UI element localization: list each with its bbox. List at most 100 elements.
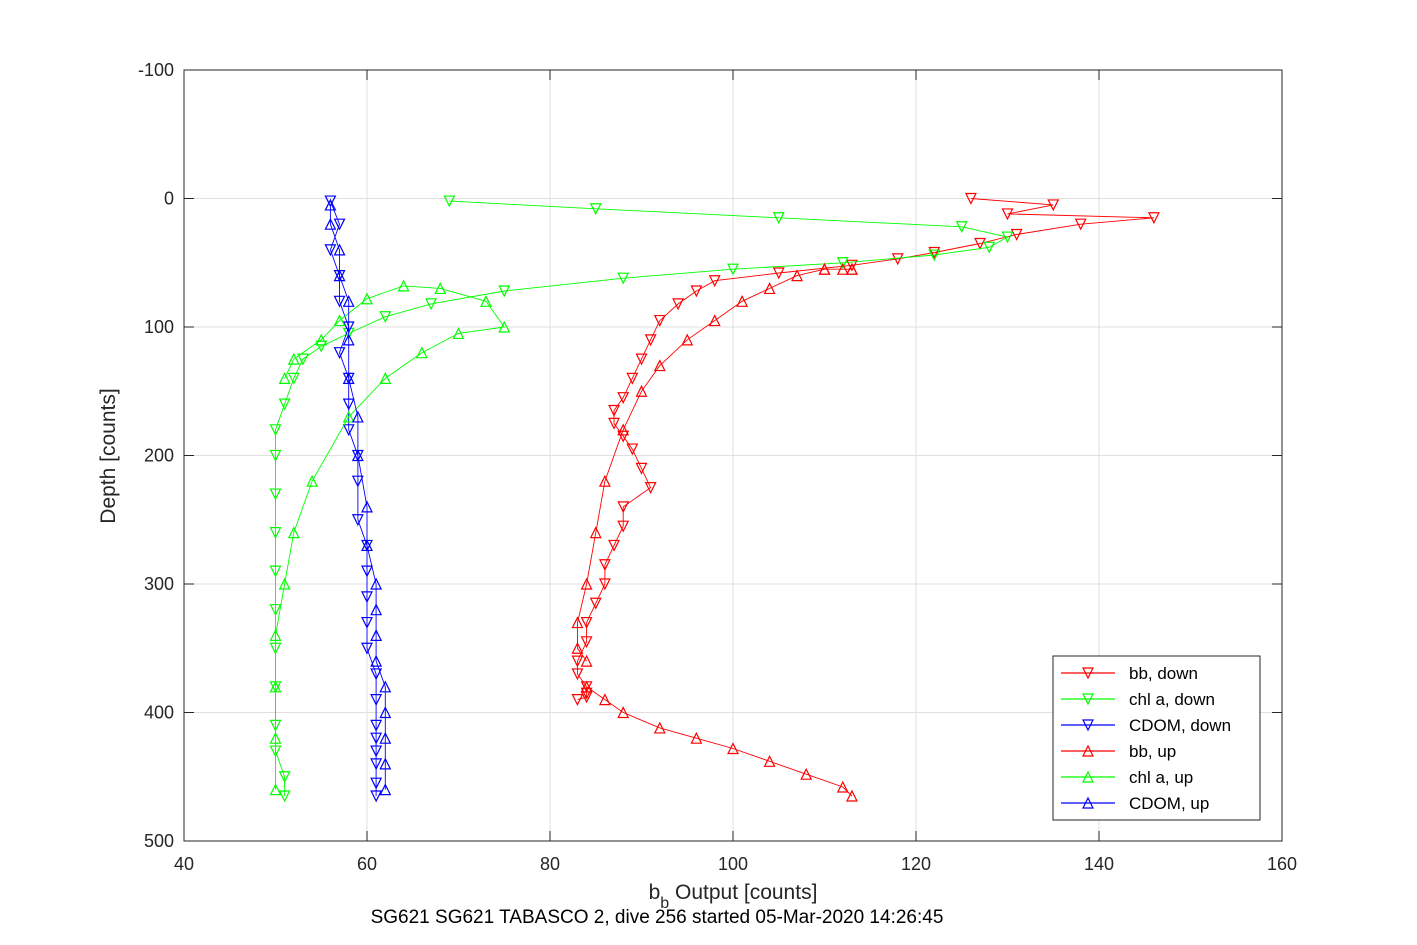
- y-axis-title: Depth [counts]: [97, 388, 120, 523]
- data-point: [278, 790, 291, 803]
- data-point: [571, 694, 584, 706]
- data-point: [269, 731, 282, 744]
- data-point: [571, 668, 584, 681]
- data-point: [278, 771, 291, 784]
- data-point: [589, 526, 602, 539]
- data-point: [1010, 228, 1023, 241]
- data-point: [269, 783, 282, 796]
- data-point: [598, 578, 611, 591]
- data-point: [287, 352, 300, 365]
- data-point: [278, 577, 291, 590]
- legend-label: chl a, down: [1129, 690, 1215, 709]
- legend-marker: [1082, 744, 1094, 757]
- data-point: [1074, 218, 1087, 231]
- data-point: [351, 475, 364, 488]
- data-point: [333, 347, 346, 360]
- data-point: [617, 501, 630, 514]
- data-point: [278, 398, 291, 411]
- data-point: [635, 384, 648, 397]
- data-point: [644, 482, 657, 494]
- data-point: [974, 237, 987, 250]
- data-point: [379, 311, 392, 324]
- data-point: [617, 272, 630, 285]
- data-point: [361, 539, 373, 552]
- data-point: [324, 195, 337, 208]
- data-point: [379, 372, 392, 384]
- data-point: [818, 262, 831, 275]
- data-point: [845, 789, 858, 802]
- x-tick-label: 140: [1084, 854, 1114, 874]
- data-point: [955, 221, 968, 234]
- series-line: [586, 686, 853, 797]
- data-point: [653, 721, 666, 734]
- data-point: [361, 292, 373, 305]
- data-point: [287, 526, 300, 539]
- data-point: [379, 757, 392, 770]
- data-point: [644, 334, 657, 347]
- data-point: [580, 636, 593, 649]
- data-point: [845, 259, 858, 272]
- data-point: [342, 410, 355, 423]
- series-0: [571, 192, 1160, 706]
- series-layer: [269, 192, 1160, 803]
- data-point: [635, 353, 648, 366]
- data-point: [269, 488, 282, 501]
- data-point: [397, 279, 410, 292]
- series-line: [329, 200, 377, 796]
- data-point: [580, 687, 593, 700]
- ticks: 40 60 80 100 120 140 160 -100 0 100 200 300 400 500: [138, 60, 1297, 874]
- data-point: [571, 655, 584, 668]
- data-point: [361, 500, 373, 513]
- data-point: [571, 641, 584, 654]
- data-point: [626, 443, 639, 456]
- data-point: [361, 616, 373, 629]
- data-point: [653, 359, 666, 372]
- data-point: [269, 565, 282, 578]
- data-point: [498, 320, 511, 333]
- data-point: [571, 616, 584, 629]
- legend-marker: [1082, 719, 1094, 732]
- series-line: [275, 285, 506, 790]
- data-point: [681, 333, 694, 346]
- x-tick-label: 80: [540, 854, 560, 874]
- data-point: [928, 249, 941, 262]
- data-point: [580, 577, 593, 590]
- data-point: [617, 520, 630, 533]
- data-point: [836, 780, 849, 793]
- data-point: [370, 732, 383, 745]
- y-tick-label: 200: [144, 446, 174, 466]
- data-point: [690, 285, 703, 298]
- data-point: [342, 333, 355, 346]
- x-tick-label: 100: [718, 854, 748, 874]
- y-tick-label: 0: [164, 189, 174, 209]
- data-point: [351, 514, 364, 527]
- data-point: [928, 246, 941, 259]
- data-point: [324, 217, 337, 230]
- series-line: [577, 268, 852, 662]
- y-tick-label: -100: [138, 60, 174, 80]
- data-point: [306, 474, 319, 487]
- data-point: [370, 777, 383, 790]
- data-point: [342, 424, 355, 437]
- data-point: [791, 269, 804, 282]
- data-point: [1147, 212, 1160, 225]
- data-point: [800, 767, 813, 780]
- data-point: [370, 719, 383, 732]
- data-point: [608, 417, 621, 430]
- data-point: [370, 654, 383, 667]
- footer-title: SG621 SG621 TABASCO 2, dive 256 started …: [371, 907, 944, 928]
- data-point: [379, 706, 392, 719]
- data-point: [296, 353, 309, 366]
- data-point: [772, 212, 785, 225]
- series-4: [269, 279, 511, 796]
- data-point: [370, 668, 383, 681]
- series-line: [577, 198, 1154, 701]
- data-point: [608, 404, 621, 417]
- data-point: [598, 693, 611, 706]
- legend-marker: [1082, 770, 1094, 783]
- data-point: [1001, 231, 1014, 244]
- x-axis-title: bb Output [counts]: [649, 881, 818, 912]
- data-point: [370, 758, 383, 771]
- data-point: [617, 706, 630, 719]
- data-point: [836, 257, 849, 270]
